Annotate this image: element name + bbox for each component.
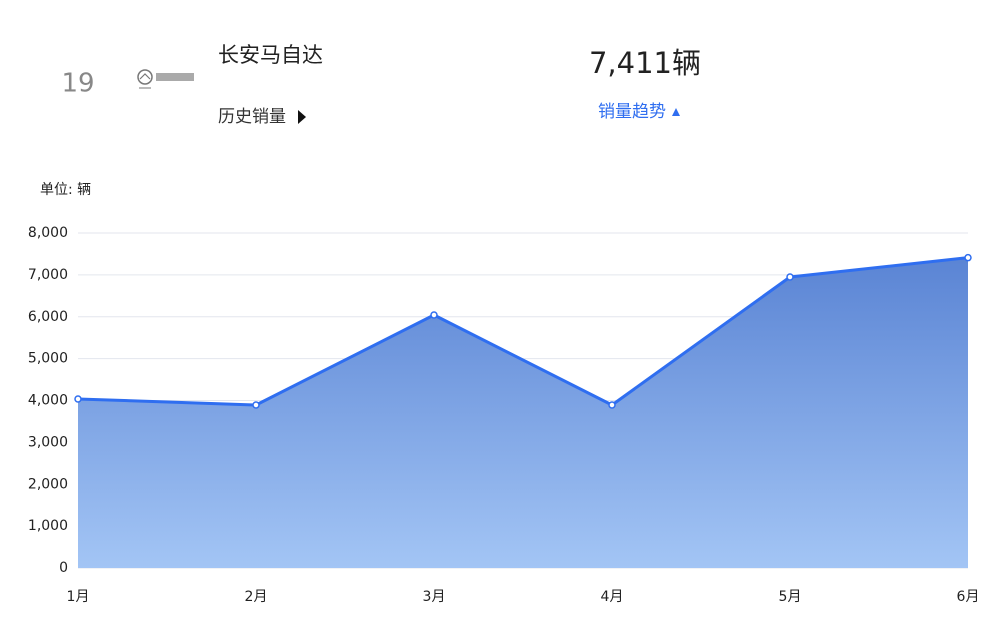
trend-toggle[interactable]: 销量趋势 [598,102,666,122]
y-tick-label: 4,000 [28,393,68,409]
x-tick-label: 5月 [779,589,802,605]
y-tick-label: 2,000 [28,476,68,492]
y-tick-label: 5,000 [28,351,68,367]
x-tick-label: 3月 [423,589,446,605]
y-tick-label: 7,000 [28,267,68,283]
y-tick-label: 0 [59,560,68,576]
history-link[interactable]: 历史销量 [218,107,286,127]
y-tick-label: 8,000 [28,225,68,241]
y-tick-label: 3,000 [28,434,68,450]
unit-label: 单位: 辆 [40,182,91,198]
point [608,401,616,409]
y-tick-label: 6,000 [28,309,68,325]
x-tick-label: 1月 [67,589,90,605]
history-arrow[interactable] [298,110,306,124]
x-tick-label: 2月 [245,589,268,605]
area-fill [78,257,968,568]
trend-arrow[interactable] [672,108,680,116]
point [74,395,82,403]
y-tick-label: 1,000 [28,518,68,534]
line [77,256,969,407]
point [252,401,260,409]
brand-name: 长安马自达 [218,43,323,67]
point [786,273,794,281]
x-tick-label: 6月 [957,589,980,605]
point [430,311,438,319]
x-tick-label: 4月 [601,589,624,605]
total-sales: 7,411辆 [589,46,701,80]
rank: 19 [61,69,94,99]
point [964,253,972,262]
brand-logo [137,69,194,89]
